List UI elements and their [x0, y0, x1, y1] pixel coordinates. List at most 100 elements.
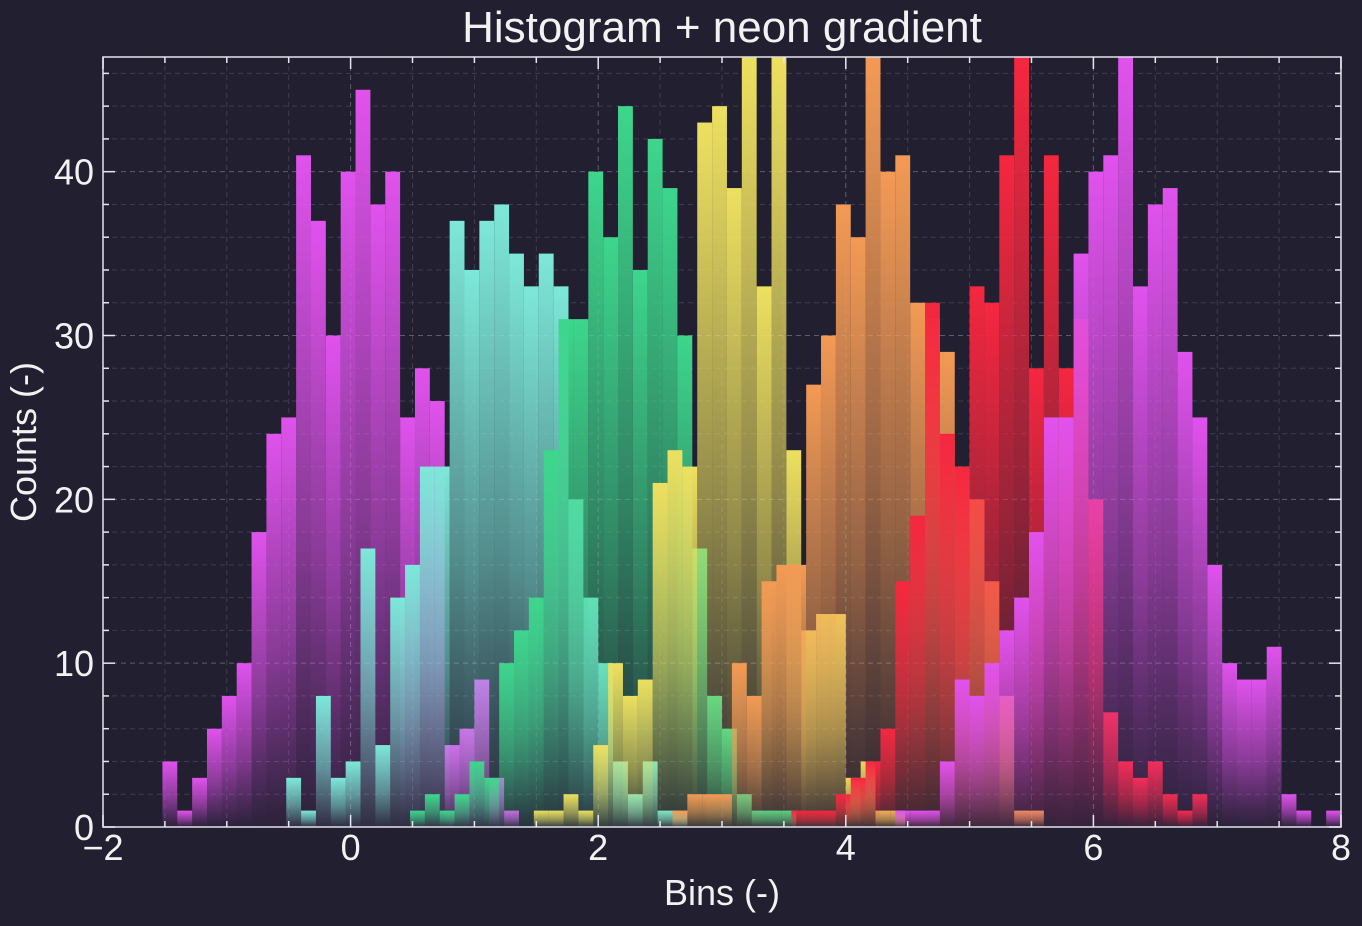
histogram-bar	[1073, 253, 1089, 827]
histogram-bar	[390, 597, 406, 827]
histogram-bar	[791, 810, 807, 827]
histogram-bar	[717, 794, 732, 827]
histogram-bar	[424, 794, 440, 827]
histogram-bar	[221, 695, 237, 827]
histogram-bar	[419, 466, 435, 827]
histogram-bar	[652, 482, 668, 827]
histogram-bar	[1237, 679, 1252, 827]
histogram-bar	[637, 679, 653, 827]
histogram-bar	[1222, 663, 1238, 827]
histogram-bar	[177, 810, 193, 827]
histogram-bar	[1014, 597, 1030, 827]
x-tick-label: 6	[1083, 827, 1103, 868]
histogram-bar	[731, 663, 747, 827]
histogram-bar	[925, 810, 940, 827]
histogram-bar	[593, 745, 609, 827]
histogram-bar	[1103, 155, 1119, 828]
histogram-bar	[310, 220, 326, 828]
histogram-bar	[761, 581, 777, 827]
histogram-bar	[865, 57, 881, 827]
histogram-bar	[776, 564, 792, 827]
histogram-bar	[850, 777, 866, 827]
histogram-bar	[682, 466, 698, 827]
histogram-bar	[969, 695, 985, 827]
histogram-bar	[999, 630, 1015, 827]
histogram-bar	[375, 745, 391, 827]
histogram-bar	[464, 269, 480, 827]
histogram-bar	[360, 548, 376, 827]
histogram-bar	[969, 286, 985, 827]
histogram-bar	[206, 728, 222, 827]
histogram-bar	[301, 810, 316, 827]
histogram-bar	[533, 810, 549, 827]
histogram-bar	[192, 777, 207, 827]
histogram-series	[895, 57, 1341, 828]
histogram-bar	[449, 220, 465, 828]
histogram-bar	[162, 761, 178, 827]
histogram-bar	[439, 810, 455, 827]
histogram-bar	[687, 794, 703, 827]
histogram-bar	[835, 204, 851, 828]
histogram-bar	[1133, 286, 1148, 827]
histogram-bar	[608, 663, 623, 827]
histogram-bar	[865, 761, 881, 827]
y-tick-label: 20	[54, 479, 94, 520]
histogram-bar	[910, 515, 926, 827]
histogram-bar	[672, 810, 688, 827]
histogram-bar	[345, 761, 361, 827]
histogram-bar	[1251, 679, 1267, 827]
chart-title: Histogram + neon gradient	[462, 3, 982, 52]
histogram-bar	[281, 417, 297, 827]
histogram-bar	[251, 532, 267, 827]
histogram-bar	[479, 220, 495, 828]
histogram-bar	[910, 810, 926, 827]
histogram-bar	[588, 171, 604, 827]
histogram-bar	[484, 777, 500, 827]
histogram-bar	[573, 319, 589, 827]
histogram-bar	[1162, 188, 1178, 827]
histogram-bar	[410, 810, 425, 827]
y-tick-label: 40	[54, 152, 94, 193]
histogram-bar	[1281, 794, 1297, 827]
histogram-bar	[746, 695, 762, 827]
histogram-bar	[236, 663, 252, 827]
histogram-bar	[697, 122, 713, 827]
histogram-bar	[712, 106, 727, 828]
histogram-bar	[1147, 204, 1163, 828]
histogram-bar	[330, 777, 346, 827]
x-tick-label: 8	[1331, 827, 1351, 868]
histogram-bar	[667, 450, 683, 827]
histogram-bar	[821, 810, 836, 827]
x-tick-label: 2	[588, 827, 608, 868]
histogram-bar	[315, 695, 331, 827]
histogram-bar	[340, 171, 356, 827]
histogram-bar	[454, 794, 470, 827]
histogram-bar	[1177, 351, 1193, 827]
histogram-bar	[806, 810, 822, 827]
histogram-bar	[1326, 810, 1341, 827]
x-tick-label: 4	[836, 827, 856, 868]
histogram-bar	[286, 777, 302, 827]
histogram-bar	[939, 433, 955, 827]
histogram-bar	[618, 106, 633, 828]
histogram-bar	[528, 597, 544, 827]
histogram-bar	[702, 794, 718, 827]
x-tick-label: 0	[341, 827, 361, 868]
histogram-bar	[1266, 646, 1282, 827]
histogram-bar	[1207, 564, 1223, 827]
y-axis-label: Counts (-)	[3, 362, 44, 522]
histogram-bar	[821, 335, 836, 827]
histogram-bar	[939, 761, 955, 827]
histogram-bar	[548, 810, 564, 827]
histogram-bar	[622, 695, 638, 827]
histogram-bar	[1029, 532, 1044, 827]
histogram-bar	[880, 728, 896, 827]
histogram-bar	[984, 663, 1000, 827]
histogram-bar	[1118, 57, 1134, 827]
histogram-bar	[791, 564, 807, 827]
histogram-bar	[1296, 810, 1312, 827]
histogram-bar	[578, 810, 594, 827]
histogram-bar	[925, 302, 940, 827]
